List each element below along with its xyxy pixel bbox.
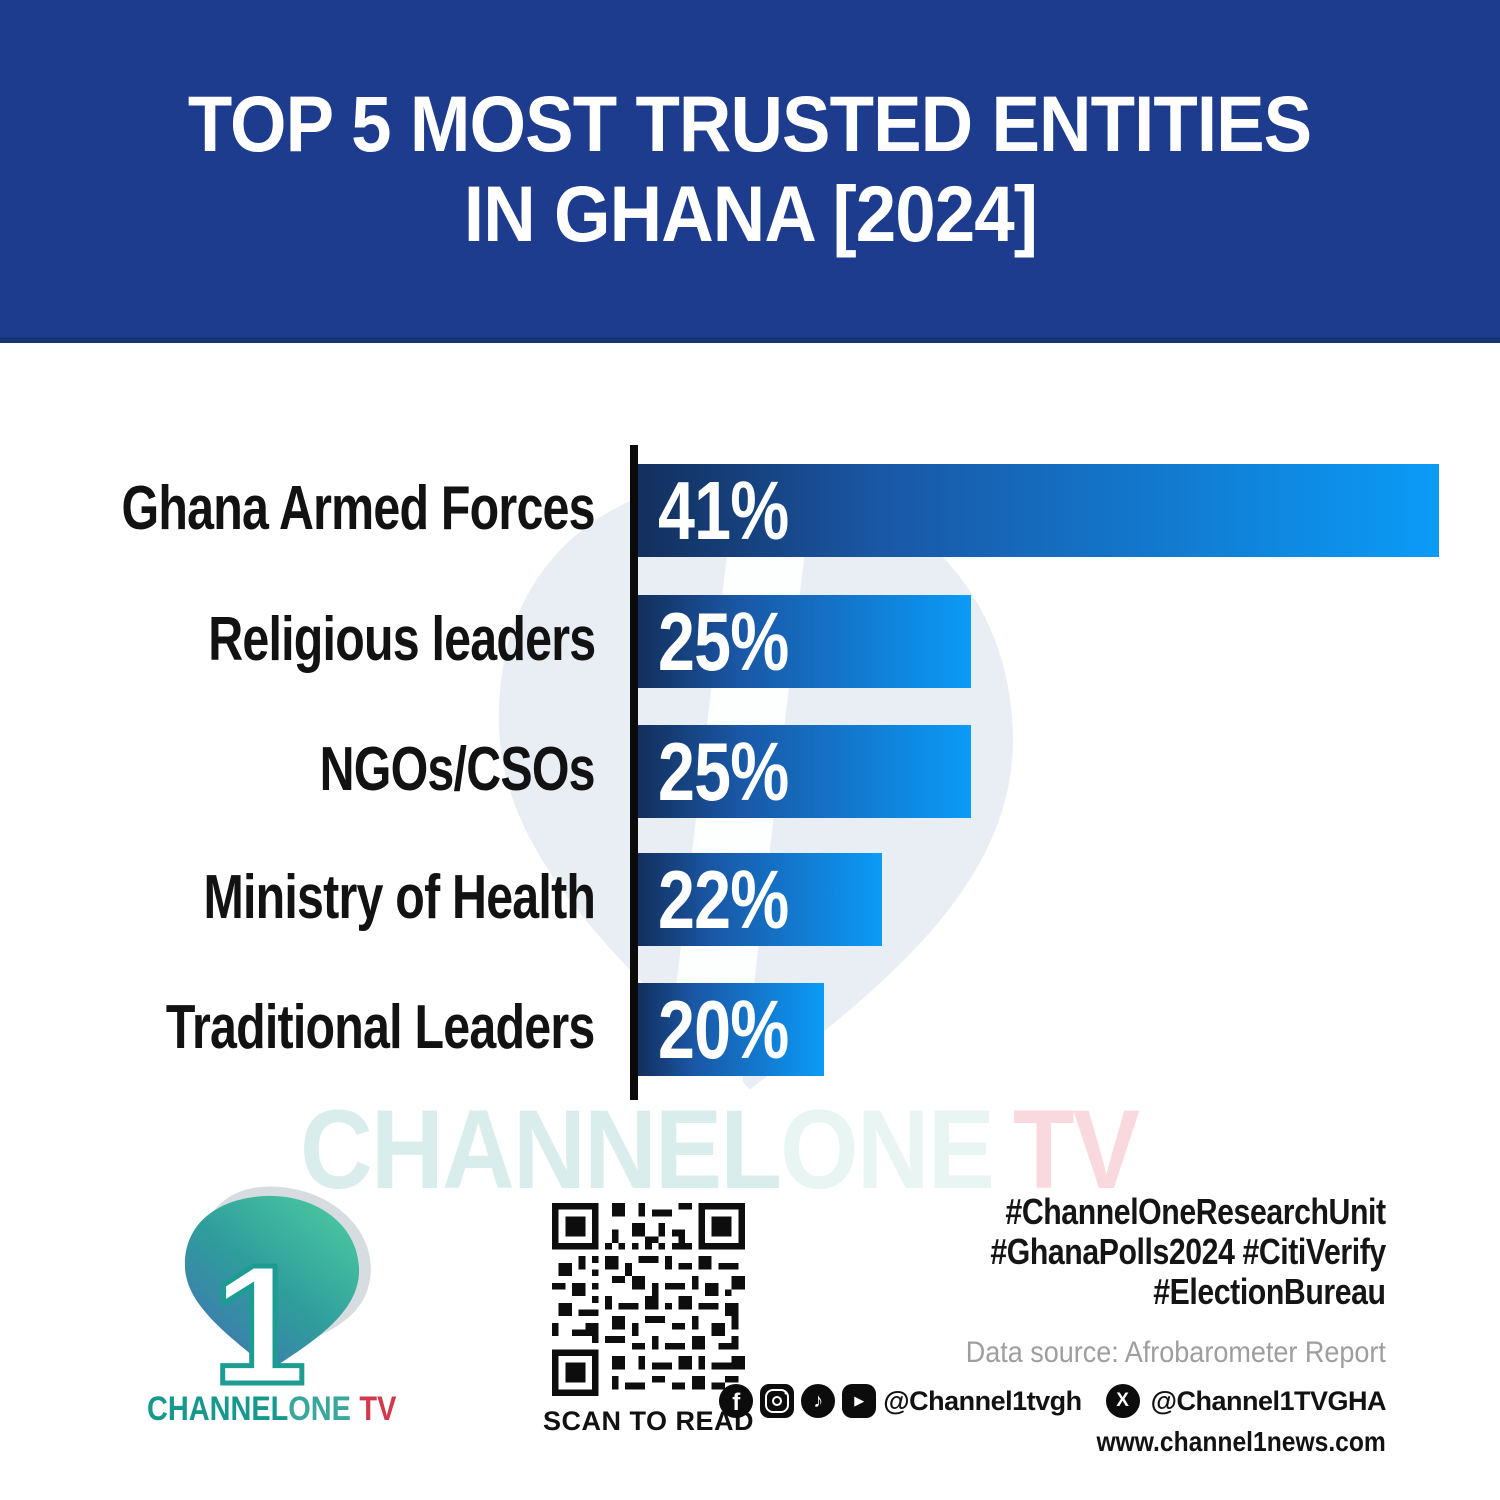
logo-pick-shape — [184, 1195, 360, 1370]
category-label-ngos-csos: NGOs/CSOs — [319, 735, 596, 805]
bar-ghana-armed-forces: 41% — [638, 464, 1439, 557]
social-handle-x: @Channel1TVGHA — [1150, 1385, 1387, 1416]
hashtag-line-1: #ChannelOneResearchUnit — [1005, 1191, 1387, 1232]
bar-ministry-of-health: 22% — [638, 853, 882, 946]
tiktok-icon — [801, 1384, 836, 1418]
page-title-line-1: TOP 5 MOST TRUSTED ENTITIES — [188, 78, 1312, 168]
watermark-tv: TV — [1013, 1087, 1140, 1212]
hashtag-line-2: #GhanaPolls2024 #CitiVerify — [990, 1231, 1387, 1272]
value-label: 20% — [658, 982, 789, 1076]
value-label: 22% — [658, 852, 789, 946]
logo-wordmark: CHANNELONE TV — [147, 1390, 396, 1429]
page-title-line-2: IN GHANA [2024] — [463, 168, 1037, 258]
bar-ngos-csos: 25% — [638, 725, 971, 818]
value-label: 41% — [658, 463, 789, 557]
wordmark-one: ONE — [288, 1390, 351, 1428]
footer-right-column: #ChannelOneResearchUnit #GhanaPolls2024 … — [719, 1191, 1387, 1458]
value-label: 25% — [658, 594, 789, 688]
category-axis-line — [630, 445, 638, 1100]
value-label: 25% — [658, 724, 789, 818]
x-twitter-icon — [1105, 1384, 1140, 1418]
bar-religious-leaders: 25% — [638, 595, 971, 688]
bar-chart: Ghana Armed Forces Religious leaders NGO… — [0, 343, 1500, 1163]
logo-numeral-one: 1 — [210, 1230, 310, 1420]
category-label-ministry-of-health: Ministry of Health — [203, 863, 595, 933]
facebook-icon — [719, 1384, 754, 1418]
channel-one-logo — [184, 1186, 371, 1370]
website-url: www.channel1news.com — [1096, 1426, 1386, 1457]
hashtag-line-3: #ElectionBureau — [1153, 1271, 1387, 1312]
qr-code — [552, 1203, 745, 1396]
qr-caption: SCAN TO READ — [542, 1406, 755, 1436]
bar-traditional-leaders: 20% — [638, 983, 824, 1076]
wordmark-channel: CHANNEL — [147, 1390, 289, 1428]
wordmark-tv: TV — [359, 1390, 397, 1428]
watermark-channel: CHANNEL — [300, 1087, 782, 1212]
brand-watermark-text: CHANNELONE TV — [300, 1094, 1140, 1206]
social-handles-row: @Channel1tvgh @Channel1TVGHA — [719, 1384, 1387, 1418]
watermark-one: ONE — [780, 1087, 995, 1212]
category-label-ghana-armed-forces: Ghana Armed Forces — [121, 474, 596, 544]
header: TOP 5 MOST TRUSTED ENTITIES IN GHANA [20… — [0, 0, 1500, 343]
youtube-icon — [842, 1384, 877, 1418]
category-label-traditional-leaders: Traditional Leaders — [166, 993, 595, 1063]
category-label-religious-leaders: Religious leaders — [207, 605, 596, 675]
data-source-note: Data source: Afrobarometer Report — [965, 1336, 1386, 1369]
social-handle-main: @Channel1tvgh — [883, 1385, 1082, 1416]
instagram-icon — [760, 1384, 795, 1418]
